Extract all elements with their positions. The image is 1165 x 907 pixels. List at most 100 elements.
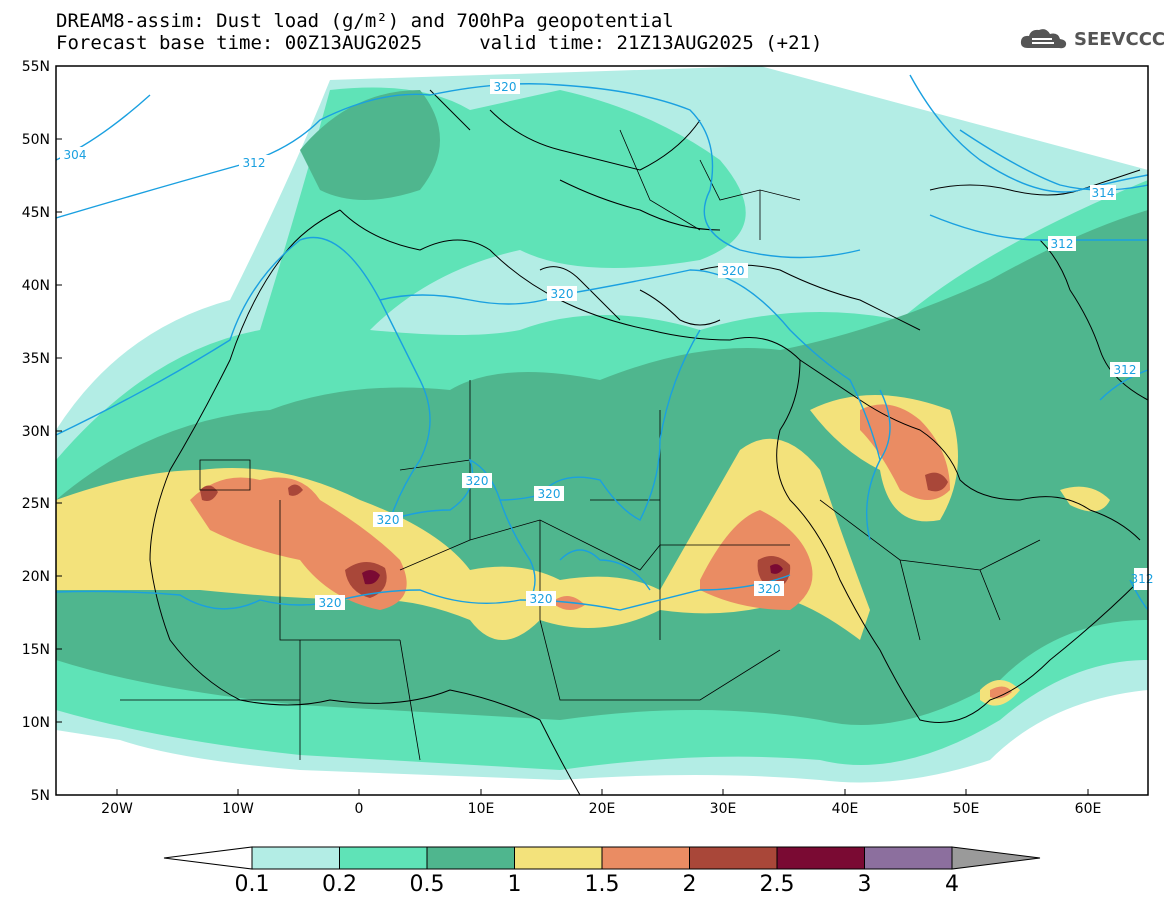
contour-label: 320 [490, 79, 520, 94]
lon-tick: 50E [953, 789, 980, 817]
lat-tick: 15N [22, 642, 62, 658]
colorbar-high-arrow [951, 846, 1041, 870]
svg-text:320: 320 [758, 582, 781, 596]
svg-text:304: 304 [64, 148, 87, 162]
svg-text:45N: 45N [22, 205, 50, 221]
lon-tick: 0 [355, 789, 364, 817]
contour-label: 320 [315, 595, 345, 610]
svg-text:60E: 60E [1075, 801, 1102, 817]
svg-text:15N: 15N [22, 642, 50, 658]
longitude-axis: 20W 10W 0 10E 20E 30E 40E 50E 60E [101, 789, 1101, 817]
dust-region-1 [56, 395, 1110, 706]
title-line-1: DREAM8-assim: Dust load (g/m²) and 700hP… [56, 10, 674, 32]
svg-text:312: 312 [243, 156, 266, 170]
logo-text: SEEVCCC [1074, 28, 1165, 50]
colorbar-bin-1 [514, 846, 603, 870]
svg-text:20E: 20E [589, 801, 616, 817]
contour-label: 304 [60, 147, 90, 162]
lon-tick: 20W [101, 789, 133, 817]
colorbar-label: 2.5 [759, 872, 795, 897]
svg-text:10E: 10E [468, 801, 495, 817]
colorbar-bin-1.5 [601, 846, 690, 870]
svg-text:30E: 30E [710, 801, 737, 817]
lat-tick: 25N [22, 496, 62, 512]
contour-label: 320 [373, 512, 403, 527]
svg-text:40E: 40E [832, 801, 859, 817]
lat-tick: 20N [22, 569, 62, 585]
lon-tick: 40E [832, 789, 859, 817]
svg-text:10N: 10N [22, 715, 50, 731]
lat-tick: 50N [22, 132, 62, 148]
contour-label: 312 [239, 155, 269, 170]
country-borders [120, 129, 1041, 761]
svg-text:55N: 55N [22, 59, 50, 75]
lat-tick: 30N [22, 424, 62, 440]
colorbar-label: 3 [857, 872, 872, 897]
svg-text:30N: 30N [22, 424, 50, 440]
svg-text:50N: 50N [22, 132, 50, 148]
colorbar-label: 0.1 [234, 872, 270, 897]
svg-text:25N: 25N [22, 496, 50, 512]
svg-text:312: 312 [1051, 237, 1074, 251]
svg-text:50E: 50E [953, 801, 980, 817]
colorbar-bin-0.1 [251, 846, 340, 870]
colorbar-bin-0.5 [426, 846, 515, 870]
lon-tick: 30E [710, 789, 737, 817]
lat-tick: 40N [22, 278, 62, 294]
dust-field [56, 66, 1148, 795]
colorbar-label: 0.2 [322, 872, 357, 897]
colorbar-label: 1.5 [584, 872, 620, 897]
lon-tick: 60E [1075, 789, 1102, 817]
svg-text:320: 320 [466, 474, 489, 488]
lat-tick: 55N [22, 59, 62, 75]
svg-text:10W: 10W [222, 801, 254, 817]
colorbar-bin-2 [689, 846, 778, 870]
map-title: DREAM8-assim: Dust load (g/m²) and 700hP… [56, 10, 822, 54]
contour-label: 320 [547, 286, 577, 301]
svg-text:312: 312 [1131, 572, 1154, 586]
contour-label: 312 [1110, 362, 1140, 377]
lat-tick: 10N [22, 715, 62, 731]
colorbar-bin-3 [864, 846, 953, 870]
contour-label: 314 [1090, 185, 1116, 200]
colorbar-label: 4 [945, 872, 959, 897]
svg-text:314: 314 [1092, 186, 1115, 200]
svg-text:20N: 20N [22, 569, 50, 585]
dust-region-2 [200, 472, 948, 598]
svg-text:0: 0 [355, 801, 364, 817]
contour-label: 320 [462, 473, 492, 488]
svg-text:35N: 35N [22, 351, 50, 367]
dust-region-1.5 [190, 404, 1012, 699]
svg-text:320: 320 [494, 80, 517, 94]
svg-text:320: 320 [319, 596, 342, 610]
colorbar-low-arrow [163, 846, 253, 870]
lat-tick: 35N [22, 351, 62, 367]
contour-labels: 304 312 320 320 320 320 320 320 320 320 … [60, 79, 1153, 610]
contour-label: 320 [754, 581, 784, 596]
cloud-icon [1020, 29, 1067, 49]
latitude-axis: 55N 50N 45N 40N 35N 30N 25N 20N 15N 10N … [22, 59, 62, 804]
contour-label: 320 [534, 486, 564, 501]
svg-text:320: 320 [722, 264, 745, 278]
svg-text:320: 320 [530, 592, 553, 606]
svg-text:40N: 40N [22, 278, 50, 294]
colorbar [163, 846, 1041, 870]
contour-label: 320 [526, 591, 556, 606]
svg-text:312: 312 [1114, 363, 1137, 377]
lon-tick: 10E [468, 789, 495, 817]
lon-tick: 20E [589, 789, 616, 817]
contour-label: 312 [1048, 236, 1076, 251]
svg-text:5N: 5N [31, 788, 50, 804]
title-line-2: Forecast base time: 00Z13AUG2025 valid t… [56, 32, 823, 54]
svg-text:320: 320 [551, 287, 574, 301]
svg-text:20W: 20W [101, 801, 133, 817]
colorbar-label: 2 [682, 872, 697, 897]
colorbar-label: 0.5 [409, 872, 445, 897]
contour-label: 320 [718, 263, 748, 278]
lat-tick: 5N [31, 788, 62, 804]
lon-tick: 10W [222, 789, 254, 817]
lat-tick: 45N [22, 205, 62, 221]
svg-text:320: 320 [538, 487, 561, 501]
colorbar-label: 1 [507, 872, 522, 897]
